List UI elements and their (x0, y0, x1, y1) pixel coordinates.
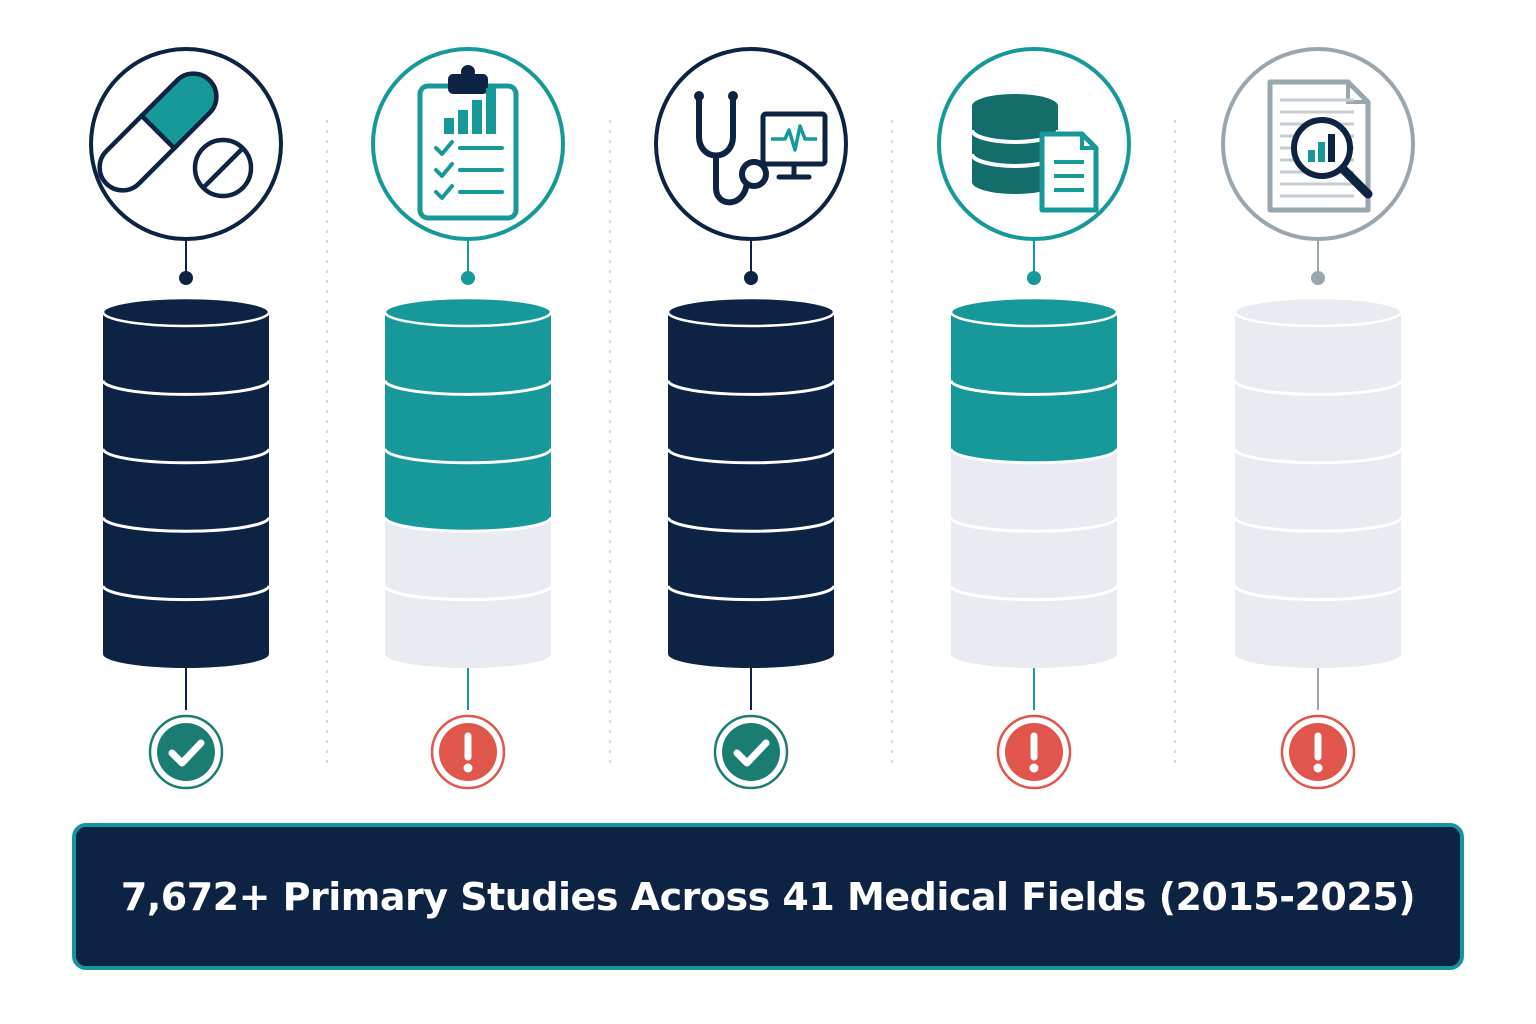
cylinder-band-line (383, 585, 553, 602)
cylinder-top (949, 296, 1119, 328)
cylinder-segment-empty (1235, 517, 1401, 600)
cylinder-segment-empty (1235, 585, 1401, 668)
connector-dot (179, 271, 193, 285)
cylinder-segment-filled (668, 585, 834, 668)
connector-dot (1311, 271, 1325, 285)
cylinder-segment-filled (668, 448, 834, 532)
column-data-records (937, 47, 1131, 790)
cylinder-band-line (383, 448, 553, 465)
cylinder-band-line (666, 585, 836, 602)
cylinder-band-line (101, 585, 271, 602)
connector-dot (461, 271, 475, 285)
status-badge (996, 714, 1072, 790)
cylinder-segment-filled (668, 517, 834, 600)
status-badge (430, 714, 506, 790)
exclamation-icon (1313, 732, 1323, 773)
cylinder-segment-empty (1235, 448, 1401, 532)
cylinder-segment-filled (103, 517, 269, 600)
cylinder-segment-empty (385, 585, 551, 668)
cylinder-segment-filled (385, 312, 551, 395)
cylinder-band-line (101, 448, 271, 465)
cylinder-segment-filled (103, 585, 269, 668)
cylinder-segment-empty (951, 517, 1117, 600)
summary-banner-text: 7,672+ Primary Studies Across 41 Medical… (120, 874, 1416, 919)
cylinder-top (1233, 296, 1403, 328)
database-columns-diagram (89, 47, 1415, 790)
clipboard-chart-icon (417, 65, 519, 221)
document-search-icon (1267, 79, 1373, 213)
cylinder-segment-filled (668, 380, 834, 463)
status-badge (713, 714, 789, 790)
summary-banner: 7,672+ Primary Studies Across 41 Medical… (72, 823, 1464, 970)
cylinder-band-line (1233, 585, 1403, 602)
exclamation-icon (1029, 732, 1039, 773)
database-cylinder (666, 296, 836, 668)
cylinder-segment-empty (1235, 312, 1401, 395)
status-badge (148, 714, 224, 790)
database-cylinder (101, 296, 271, 668)
exclamation-icon (463, 732, 473, 773)
cylinder-band-line (949, 448, 1119, 465)
cylinder-band-line (101, 516, 271, 533)
connector-dot (744, 271, 758, 285)
cylinder-band-line (666, 380, 836, 396)
cylinder-segment-filled (951, 380, 1117, 463)
database-document-icon (970, 94, 1099, 213)
cylinder-band-line (949, 516, 1119, 533)
column-clinical-report (371, 47, 565, 790)
cylinder-segment-filled (385, 448, 551, 532)
cylinder-band-line (949, 585, 1119, 602)
check-icon (168, 739, 205, 767)
cylinder-segment-filled (103, 380, 269, 463)
cylinder-segment-filled (103, 448, 269, 532)
cylinder-top (383, 296, 553, 328)
status-badge (1280, 714, 1356, 790)
cylinder-band-line (1233, 448, 1403, 465)
cylinder-segment-empty (951, 585, 1117, 668)
cylinder-top (666, 296, 836, 328)
cylinder-segment-empty (385, 517, 551, 600)
cylinder-top (101, 296, 271, 328)
cylinder-band-line (949, 380, 1119, 396)
connector-dot (1027, 271, 1041, 285)
column-literature-review (1221, 47, 1415, 790)
cylinder-segment-empty (951, 448, 1117, 532)
database-cylinder (383, 296, 553, 668)
pill-capsule-icon (97, 71, 254, 199)
cylinder-band-line (383, 380, 553, 396)
check-icon (733, 739, 770, 767)
column-medication (89, 47, 283, 790)
cylinder-band-line (666, 448, 836, 465)
cylinder-band-line (1233, 380, 1403, 396)
cylinder-band-line (666, 516, 836, 533)
cylinder-band-line (101, 380, 271, 396)
cylinder-band-line (1233, 516, 1403, 533)
cylinder-segment-filled (103, 312, 269, 395)
cylinder-band-line (383, 516, 553, 533)
cylinder-segment-empty (1235, 380, 1401, 463)
database-cylinder (949, 296, 1119, 668)
cylinder-segment-filled (668, 312, 834, 395)
cylinder-segment-filled (951, 312, 1117, 395)
stethoscope-monitor-icon (694, 91, 828, 206)
cylinder-segment-filled (385, 380, 551, 463)
database-cylinder (1233, 296, 1403, 668)
column-diagnostics (654, 47, 848, 790)
